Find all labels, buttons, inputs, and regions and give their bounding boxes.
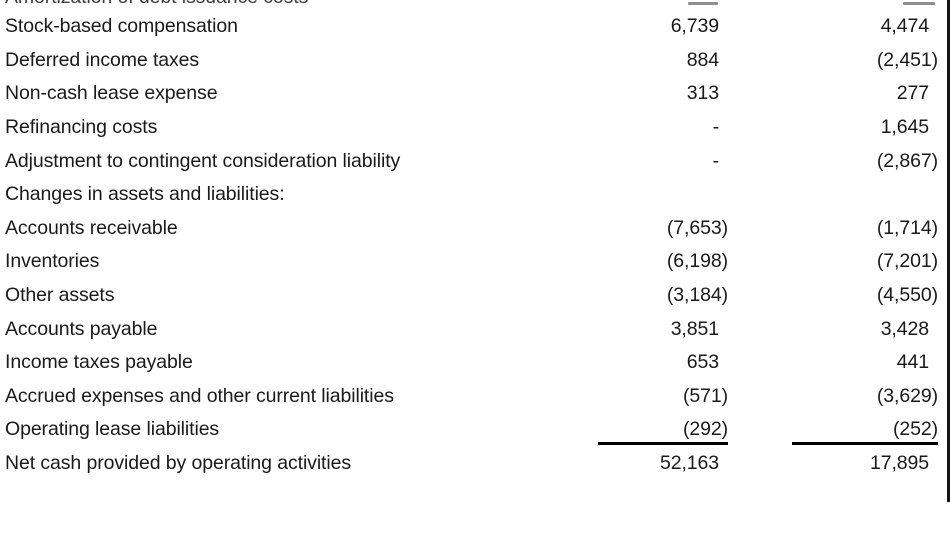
row-value-col1: 6,739 [670, 15, 719, 38]
cropped-value-fragment [688, 2, 718, 5]
row-label: Refinancing costs [5, 116, 158, 139]
row-value-col2: 277 [896, 82, 929, 105]
row-value-col2: 17,895 [869, 452, 929, 475]
row-value-col2: (7,201) [876, 250, 938, 273]
row-value-col1: (3,184) [666, 284, 728, 307]
row-label: Income taxes payable [5, 351, 193, 374]
row-value-col1: - [712, 149, 720, 172]
row-value-col2: (4,550) [876, 284, 938, 307]
statement-rows: Stock-based compensation 6,739 4,474 Def… [5, 10, 938, 480]
row-value-col1: 313 [686, 82, 719, 105]
row-label: Operating lease liabilities [5, 418, 220, 441]
row-value-col2: (2,867) [876, 149, 938, 172]
row-label: Other assets [5, 284, 115, 307]
table-row: Stock-based compensation 6,739 4,474 [5, 10, 938, 44]
table-row-total: Net cash provided by operating activitie… [5, 447, 938, 481]
row-value-col2: (2,451) [876, 48, 938, 71]
row-label: Net cash provided by operating activitie… [5, 452, 352, 475]
row-value-col2: (1,714) [876, 216, 938, 239]
row-label: Deferred income taxes [5, 48, 200, 71]
table-row: Accounts receivable (7,653) (1,714) [5, 212, 938, 246]
table-row: Inventories (6,198) (7,201) [5, 245, 938, 279]
page-edge-line [947, 0, 950, 502]
row-label: Inventories [5, 250, 100, 273]
row-label: Accounts receivable [5, 216, 178, 239]
table-row: Other assets (3,184) (4,550) [5, 279, 938, 313]
row-value-col1: 884 [686, 48, 719, 71]
row-label: Changes in assets and liabilities: [5, 183, 285, 206]
row-value-col1: 653 [686, 351, 719, 374]
table-row: Operating lease liabilities (292) (252) [5, 413, 938, 447]
row-label: Accounts payable [5, 317, 158, 340]
row-label: Stock-based compensation [5, 15, 238, 38]
table-row: Deferred income taxes 884 (2,451) [5, 44, 938, 78]
row-label: Non-cash lease expense [5, 82, 218, 105]
table-row: Accrued expenses and other current liabi… [5, 380, 938, 414]
cropped-value-fragment [903, 2, 935, 5]
table-row: Income taxes payable 653 441 [5, 346, 938, 380]
row-label: Accrued expenses and other current liabi… [5, 384, 394, 407]
table-row: Refinancing costs - 1,645 [5, 111, 938, 145]
row-value-col1: (6,198) [666, 250, 728, 273]
row-value-col1: (292) [578, 418, 728, 446]
table-row: Changes in assets and liabilities: [5, 178, 938, 212]
row-value-col1: (571) [682, 384, 728, 407]
row-value-col1: 52,163 [659, 452, 719, 475]
table-row-partial-label: Amortization of debt issuance costs [5, 0, 308, 10]
row-value-col2: 4,474 [880, 15, 929, 38]
table-row: Non-cash lease expense 313 277 [5, 77, 938, 111]
row-value-col2: 1,645 [880, 116, 929, 139]
row-value-col1: 3,851 [670, 317, 719, 340]
row-label: Adjustment to contingent consideration l… [5, 149, 401, 172]
table-row: Adjustment to contingent consideration l… [5, 144, 938, 178]
row-value-col2: (3,629) [876, 384, 938, 407]
row-value-col1: (7,653) [666, 216, 728, 239]
table-row: Accounts payable 3,851 3,428 [5, 312, 938, 346]
row-value-col2: (252) [788, 418, 938, 446]
row-value-col1: - [712, 116, 720, 139]
row-value-col2: 3,428 [880, 317, 929, 340]
row-value-col2: 441 [896, 351, 929, 374]
